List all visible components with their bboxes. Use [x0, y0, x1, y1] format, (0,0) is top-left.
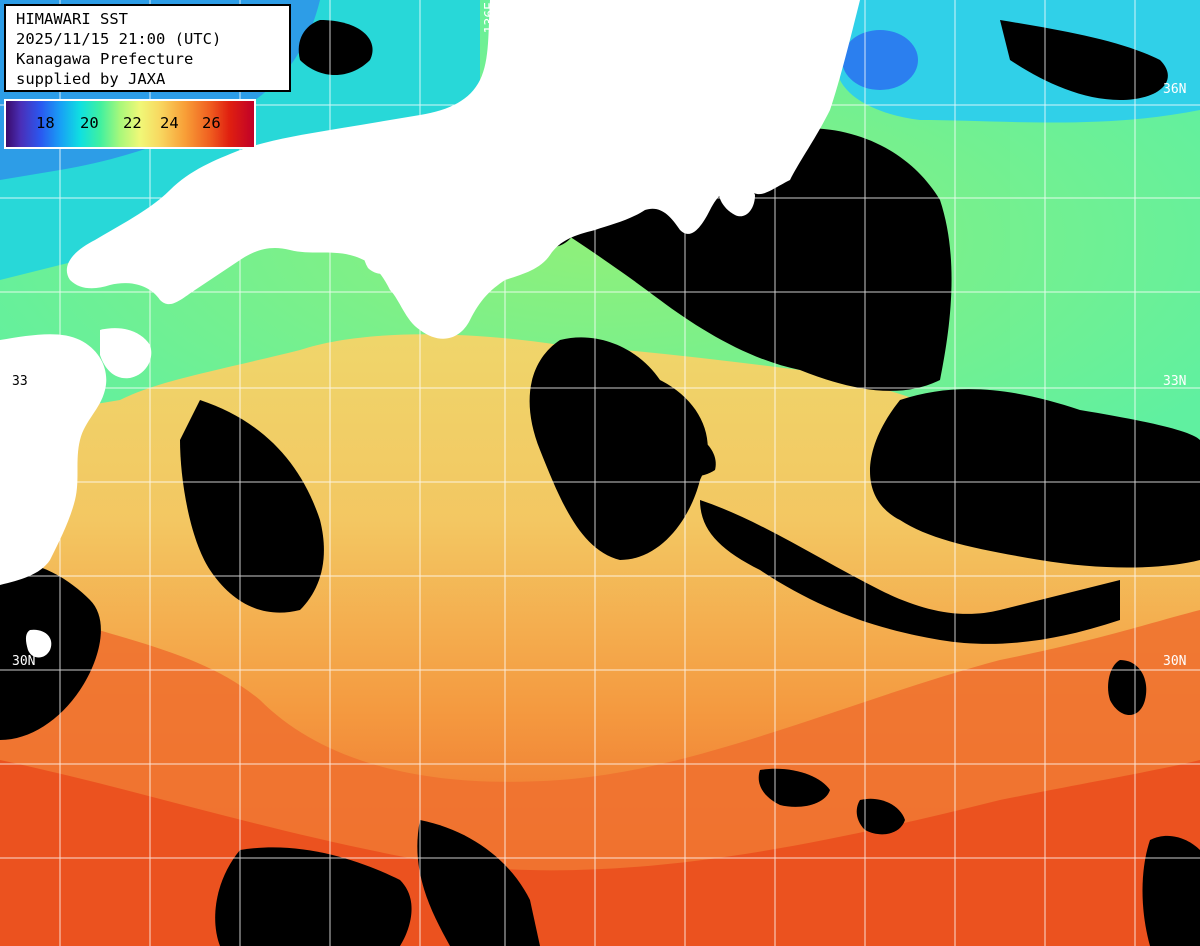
legend-tick-20: 20 — [80, 114, 99, 132]
title-line-satellite: HIMAWARI SST — [16, 10, 128, 28]
temperature-legend: 18 20 22 24 26 — [4, 99, 256, 149]
legend-tick-18: 18 — [36, 114, 55, 132]
legend-tick-26: 26 — [202, 114, 221, 132]
lon-label-136e: 136E — [483, 2, 498, 34]
title-line-credit: supplied by JAXA — [16, 70, 166, 88]
lat-label-33-left: 33 — [12, 374, 28, 389]
cold-eddy — [842, 30, 918, 90]
title-box: HIMAWARI SST 2025/11/15 21:00 (UTC) Kana… — [4, 4, 291, 92]
cloud-cover — [0, 20, 1200, 946]
lat-label-33n-right: 33N — [1163, 374, 1187, 389]
title-line-prefecture: Kanagawa Prefecture — [16, 50, 194, 68]
lat-label-30n-left: 30N — [12, 654, 36, 669]
legend-tick-22: 22 — [123, 114, 142, 132]
legend-tick-24: 24 — [160, 114, 179, 132]
title-line-datetime: 2025/11/15 21:00 (UTC) — [16, 30, 222, 48]
land-japan — [0, 0, 860, 658]
lat-label-36n-right: 36N — [1163, 82, 1187, 97]
lat-label-30n-right: 30N — [1163, 654, 1187, 669]
